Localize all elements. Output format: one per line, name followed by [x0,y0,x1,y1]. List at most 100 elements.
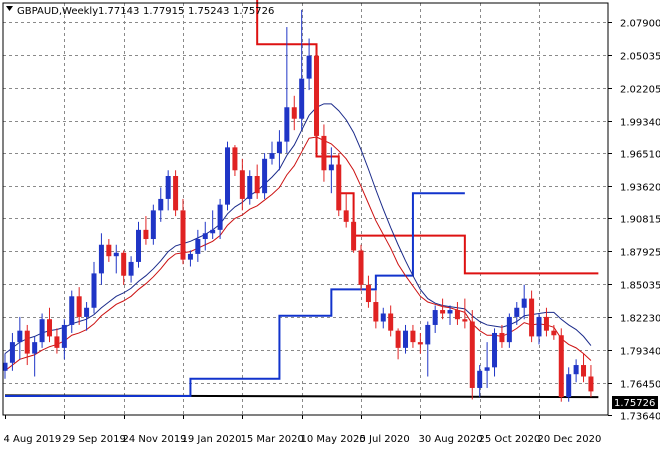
candle[interactable] [61,319,67,360]
candle-body [291,107,297,119]
candle[interactable] [225,141,231,211]
candle[interactable] [254,164,260,199]
candle[interactable] [410,324,416,348]
candle[interactable] [217,198,223,240]
candle[interactable] [581,353,587,383]
candle[interactable] [284,27,290,154]
last-price-box [612,396,658,409]
candle[interactable] [9,332,15,371]
candle[interactable] [351,210,357,253]
candle[interactable] [210,210,216,240]
candle[interactable] [558,328,564,402]
candle[interactable] [76,287,82,325]
candle-body [299,78,305,119]
candle[interactable] [173,170,179,217]
candle[interactable] [165,170,171,211]
candle[interactable] [484,342,490,388]
x-tick-label: 19 Jan 2020 [182,434,242,445]
candle-body [150,210,156,240]
candle[interactable] [106,239,112,262]
candle-body [269,153,275,159]
candle[interactable] [128,256,134,283]
candle[interactable] [358,244,364,291]
candle[interactable] [54,328,60,354]
candle[interactable] [336,153,342,217]
candle[interactable] [299,9,305,131]
candle[interactable] [521,284,527,320]
candle[interactable] [150,204,156,245]
candle[interactable] [17,316,23,360]
candle[interactable] [276,130,282,171]
candle[interactable] [314,49,320,142]
candle[interactable] [328,147,334,194]
candle[interactable] [514,302,520,325]
candle[interactable] [499,324,505,348]
candle[interactable] [492,328,498,377]
collapse-triangle-icon[interactable] [6,6,13,11]
candle[interactable] [566,367,572,402]
candle[interactable] [143,216,149,245]
candle-body [195,239,201,254]
candle[interactable] [232,145,238,177]
candle-body [276,141,282,154]
candle-body [47,319,53,337]
close-value: 1.75726 [233,6,274,17]
candle-body [9,342,15,363]
candle[interactable] [32,336,38,377]
candle[interactable] [403,324,409,354]
candle[interactable] [536,313,542,345]
candle[interactable] [395,328,401,360]
candlesticks[interactable] [2,9,594,402]
candle[interactable] [113,244,119,274]
candle[interactable] [573,359,579,383]
candle[interactable] [24,324,30,366]
candle[interactable] [121,250,127,285]
candle[interactable] [158,187,164,222]
candle[interactable] [440,298,446,320]
candle[interactable] [47,307,53,343]
candle-body [403,330,409,348]
candle[interactable] [588,365,594,398]
candle[interactable] [202,221,208,251]
candle[interactable] [39,313,45,348]
candle[interactable] [187,250,193,267]
candle[interactable] [91,261,97,314]
candle[interactable] [136,221,142,268]
candle[interactable] [477,365,483,398]
candle[interactable] [529,290,535,343]
candle[interactable] [447,305,453,325]
candle[interactable] [425,321,431,377]
candle[interactable] [291,95,297,131]
x-tick-label: 20 Dec 2020 [538,434,602,445]
candle[interactable] [69,290,75,333]
candle[interactable] [462,298,468,329]
candle[interactable] [269,141,275,165]
candle[interactable] [543,307,549,337]
candle[interactable] [417,332,423,354]
candle[interactable] [343,193,349,228]
candle[interactable] [195,229,201,262]
candle[interactable] [469,310,475,400]
candle[interactable] [262,153,268,199]
candle[interactable] [551,324,557,340]
candle[interactable] [321,124,327,182]
candle[interactable] [239,158,245,211]
candle[interactable] [306,38,312,91]
candle[interactable] [98,233,104,285]
candle[interactable] [380,307,386,329]
candle[interactable] [454,302,460,325]
candle[interactable] [432,305,438,333]
candle[interactable] [247,170,253,205]
y-tick-label: 1.85035 [620,281,660,292]
candle[interactable] [180,198,186,265]
candle[interactable] [365,275,371,308]
candle-body [588,376,594,392]
candle-body [113,252,119,257]
candle[interactable] [373,290,379,329]
candle[interactable] [2,353,8,379]
candle[interactable] [388,305,394,337]
candle[interactable] [506,313,512,348]
candle[interactable] [84,302,90,331]
